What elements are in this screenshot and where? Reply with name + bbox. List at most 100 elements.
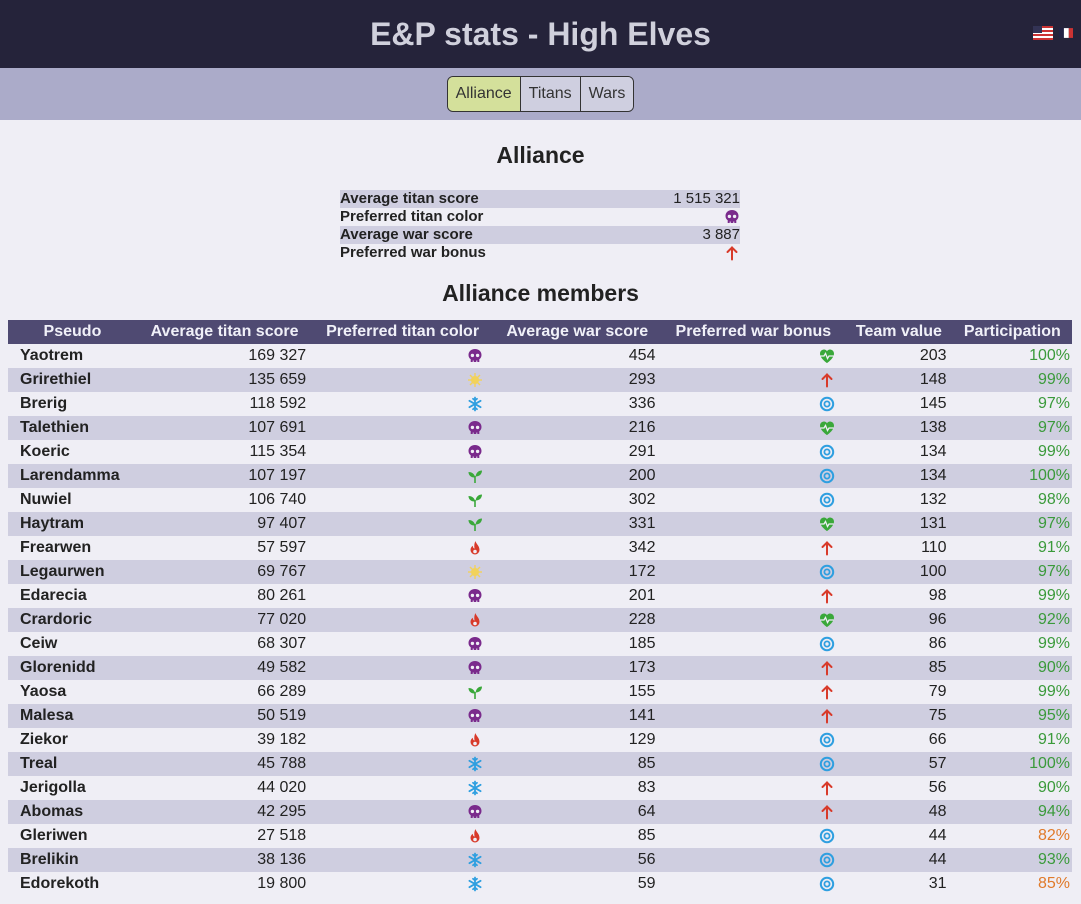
member-war-bonus — [661, 512, 845, 536]
member-titan-color — [312, 560, 493, 584]
table-row: Grirethiel 135 659 293 148 99% — [8, 368, 1072, 392]
flame-icon — [470, 732, 480, 747]
tab-wars[interactable]: Wars — [579, 77, 634, 111]
member-war-bonus — [661, 752, 845, 776]
member-participation: 99% — [1037, 587, 1070, 604]
member-war-bonus — [661, 536, 845, 560]
fr-flag-icon[interactable] — [1059, 26, 1073, 40]
col-avg-war-score[interactable]: Average war score — [492, 320, 662, 344]
member-war-bonus — [661, 392, 845, 416]
summary-row: Preferred titan color — [340, 208, 740, 226]
col-participation[interactable]: Participation — [952, 320, 1072, 344]
member-titan-score: 169 327 — [248, 347, 307, 364]
member-name: Brerig — [20, 395, 68, 412]
member-titan-score: 50 519 — [257, 707, 307, 724]
heart-pulse-icon — [820, 613, 835, 627]
member-war-score: 454 — [628, 347, 656, 364]
table-row: Brelikin 38 136 56 44 93% — [8, 848, 1072, 872]
member-participation: 99% — [1037, 371, 1070, 388]
member-war-score: 129 — [628, 731, 656, 748]
member-participation: 98% — [1037, 491, 1070, 508]
member-war-bonus — [661, 464, 845, 488]
member-war-score: 201 — [628, 587, 656, 604]
target-icon — [820, 564, 835, 579]
member-war-score: 200 — [628, 467, 656, 484]
member-titan-score: 69 767 — [257, 563, 307, 580]
table-row: Ceiw 68 307 185 86 99% — [8, 632, 1072, 656]
member-participation: 93% — [1037, 851, 1070, 868]
sprout-icon — [468, 518, 482, 531]
member-titan-color — [312, 512, 493, 536]
skull-icon — [468, 660, 482, 674]
member-war-score: 155 — [628, 683, 656, 700]
member-name: Jerigolla — [20, 779, 86, 796]
skull-icon — [468, 348, 482, 362]
member-participation: 85% — [1037, 875, 1070, 892]
summary-value: 3 887 — [702, 226, 740, 243]
heart-pulse-icon — [820, 349, 835, 363]
arrow-up-icon — [821, 684, 833, 700]
member-war-bonus — [661, 656, 845, 680]
member-war-bonus — [661, 368, 845, 392]
sun-icon — [467, 564, 482, 579]
member-team-value: 48 — [928, 803, 947, 820]
col-preferred-war-bonus[interactable]: Preferred war bonus — [661, 320, 846, 344]
tab-group: Alliance Titans Wars — [446, 76, 635, 112]
member-name: Ceiw — [20, 635, 58, 652]
skull-icon — [725, 210, 739, 224]
target-icon — [820, 852, 835, 867]
summary-value: 1 515 321 — [673, 190, 740, 207]
member-titan-color — [312, 608, 493, 632]
member-titan-score: 68 307 — [257, 635, 307, 652]
skull-icon — [468, 804, 482, 818]
col-team-value[interactable]: Team value — [845, 320, 953, 344]
member-titan-score: 57 597 — [257, 539, 307, 556]
alliance-summary: Average titan score 1 515 321 Preferred … — [340, 190, 740, 262]
member-participation: 100% — [1029, 467, 1070, 484]
member-name: Koeric — [20, 443, 70, 460]
member-war-bonus — [661, 584, 845, 608]
arrow-up-icon — [821, 804, 833, 820]
member-team-value: 75 — [928, 707, 947, 724]
member-participation: 97% — [1037, 515, 1070, 532]
member-war-score: 83 — [637, 779, 656, 796]
col-avg-titan-score[interactable]: Average titan score — [136, 320, 313, 344]
member-titan-score: 39 182 — [257, 731, 307, 748]
member-titan-score: 80 261 — [257, 587, 307, 604]
tab-alliance[interactable]: Alliance — [447, 77, 520, 111]
member-war-score: 56 — [637, 851, 656, 868]
member-name: Edarecia — [20, 587, 87, 604]
member-name: Legaurwen — [20, 563, 105, 580]
member-name: Yaosa — [20, 683, 67, 700]
table-row: Talethien 107 691 216 138 97% — [8, 416, 1072, 440]
col-preferred-titan-color[interactable]: Preferred titan color — [312, 320, 493, 344]
member-war-score: 173 — [628, 659, 656, 676]
member-team-value: 56 — [928, 779, 947, 796]
table-row: Crardoric 77 020 228 96 92% — [8, 608, 1072, 632]
member-war-bonus — [661, 824, 845, 848]
member-war-score: 228 — [628, 611, 656, 628]
member-titan-score: 44 020 — [257, 779, 307, 796]
member-war-score: 336 — [628, 395, 656, 412]
col-pseudo[interactable]: Pseudo — [8, 320, 137, 344]
member-team-value: 131 — [919, 515, 947, 532]
member-team-value: 138 — [919, 419, 947, 436]
member-name: Abomas — [20, 803, 84, 820]
skull-icon — [468, 708, 482, 722]
member-war-bonus — [661, 560, 845, 584]
summary-row: Average titan score 1 515 321 — [340, 190, 740, 208]
flame-icon — [470, 828, 480, 843]
member-participation: 92% — [1037, 611, 1070, 628]
alliance-heading: Alliance — [496, 142, 585, 168]
us-flag-icon[interactable] — [1033, 26, 1053, 40]
table-row: Yaosa 66 289 155 79 99% — [8, 680, 1072, 704]
member-team-value: 86 — [928, 635, 947, 652]
summary-icon-cell — [614, 208, 740, 226]
tab-titans[interactable]: Titans — [519, 77, 580, 111]
member-war-bonus — [661, 872, 845, 896]
member-name: Crardoric — [20, 611, 93, 628]
member-team-value: 31 — [928, 875, 947, 892]
members-body: Yaotrem 169 327 454 203 100% Grirethiel 135 65… — [8, 344, 1072, 896]
member-titan-score: 49 582 — [257, 659, 307, 676]
member-titan-color — [312, 536, 493, 560]
